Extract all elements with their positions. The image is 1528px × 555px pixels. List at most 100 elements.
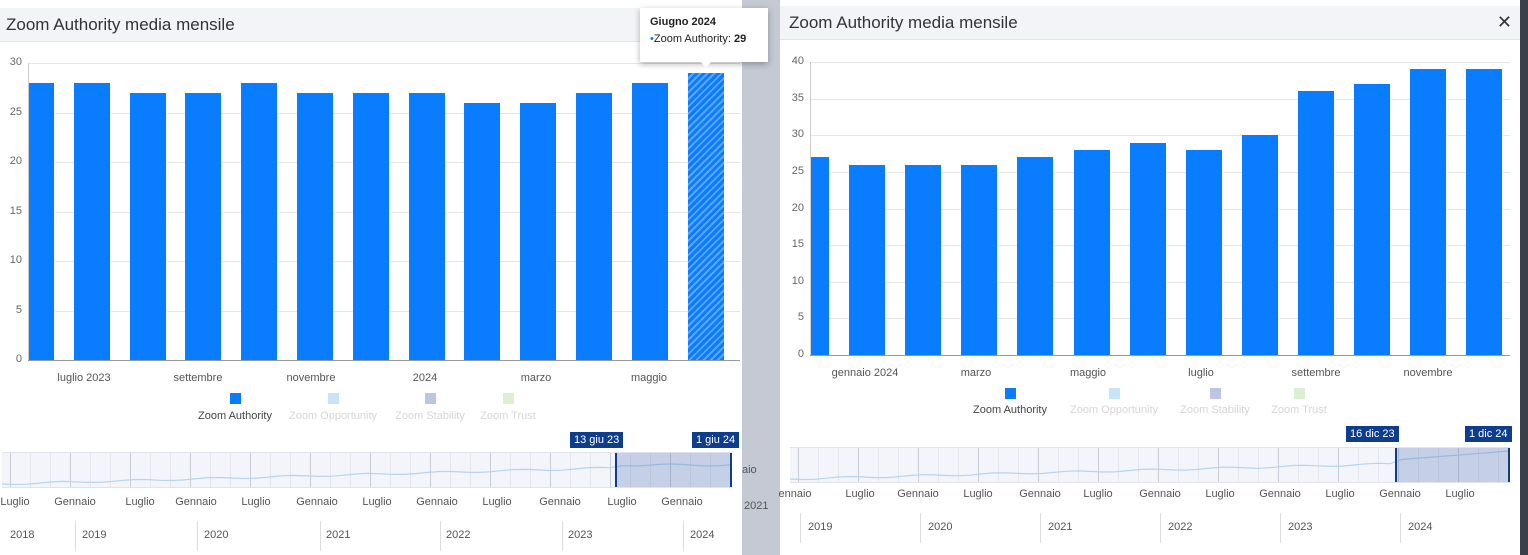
navigator-gridline <box>10 453 11 487</box>
navigator-gridline <box>490 453 491 487</box>
navigator-range-end-flag[interactable]: 1 dic 24 <box>1465 426 1512 442</box>
navigator-year-label[interactable]: 2019 <box>808 521 833 533</box>
navigator-month-label: Gennaio <box>416 496 458 508</box>
navigator[interactable] <box>2 452 732 488</box>
series-dot-icon: • <box>650 33 654 45</box>
navigator-year-label[interactable]: 2023 <box>568 529 593 541</box>
bar-novembre-2023[interactable] <box>297 92 333 360</box>
navigator-month-label: Luglio <box>482 496 512 508</box>
bar-febbraio-2024[interactable] <box>905 164 942 355</box>
bar-ottobre-2023[interactable] <box>241 82 278 360</box>
gridline <box>28 360 740 361</box>
year-separator <box>197 521 198 551</box>
navigator-year-label[interactable]: 2024 <box>1408 521 1433 533</box>
navigator-range-start-flag[interactable]: 13 giu 23 <box>570 432 624 448</box>
legend-item[interactable]: Zoom Opportunity <box>288 410 378 422</box>
close-icon[interactable]: ✕ <box>1496 12 1512 32</box>
navigator-selected-range[interactable] <box>615 453 732 487</box>
bar-luglio-2023[interactable] <box>73 82 110 360</box>
navigator-gridline <box>1338 448 1339 482</box>
bar-agosto-2023[interactable] <box>129 92 166 360</box>
x-tick-label: gennaio 2024 <box>831 367 899 379</box>
tooltip-title: Giugno 2024 <box>650 16 717 28</box>
navigator-range-end-flag[interactable]: 1 giu 24 <box>692 432 740 448</box>
legend-item[interactable]: Zoom Trust <box>480 410 536 422</box>
navigator-month-label: Luglio <box>607 496 637 508</box>
navigator-year-label[interactable]: 2018 <box>10 529 35 541</box>
navigator-gridline <box>1178 448 1179 482</box>
y-tick-label: 10 <box>791 274 804 287</box>
navigator-gridline <box>450 453 451 487</box>
bar-marzo-2024[interactable] <box>961 164 998 355</box>
bar-gennaio-2024[interactable] <box>849 164 886 355</box>
navigator-gridline <box>1218 448 1219 482</box>
bar-marzo-2024[interactable] <box>520 102 557 360</box>
legend-item[interactable]: Zoom Trust <box>1271 404 1327 416</box>
year-separator <box>562 521 563 551</box>
navigator-gridline <box>690 453 691 487</box>
navigator-year-label[interactable]: 2021 <box>326 529 351 541</box>
navigator-year-label[interactable]: 2020 <box>204 529 229 541</box>
navigator[interactable] <box>790 447 1510 483</box>
bar-settembre-2024[interactable] <box>1297 91 1334 355</box>
background-page <box>742 0 780 555</box>
legend-item[interactable]: Zoom Stability <box>1180 404 1250 416</box>
navigator-year-label[interactable]: 2022 <box>446 529 471 541</box>
bar-novembre-2024[interactable] <box>1410 69 1447 355</box>
y-tick-label: 40 <box>791 55 804 67</box>
navigator-gridline <box>650 453 651 487</box>
y-axis-line <box>28 63 29 360</box>
navigator-year-label[interactable]: 2024 <box>690 529 715 541</box>
bar-dicembre-2023[interactable] <box>811 157 829 355</box>
bar-agosto-2024[interactable] <box>1241 135 1278 355</box>
navigator-year-label[interactable]: 2022 <box>1168 521 1193 533</box>
bar-maggio-2024[interactable] <box>1073 149 1110 355</box>
navigator-gridline <box>270 453 271 487</box>
bar-aprile-2024[interactable] <box>1017 157 1054 355</box>
x-tick-label: maggio <box>630 372 668 384</box>
navigator-year-label[interactable]: 2021 <box>1048 521 1073 533</box>
legend-item[interactable]: Zoom Stability <box>395 410 465 422</box>
navigator-month-label: Gennaio <box>1379 488 1421 500</box>
navigator-gridline <box>330 453 331 487</box>
navigator-gridline <box>898 448 899 482</box>
navigator-gridline <box>1098 448 1099 482</box>
bar-giugno-2024[interactable] <box>1129 142 1166 355</box>
navigator-year-label[interactable]: 2023 <box>1288 521 1313 533</box>
navigator-gridline <box>390 453 391 487</box>
bar-giugno-2023[interactable] <box>29 82 54 360</box>
legend-item[interactable]: Zoom Opportunity <box>1069 404 1159 416</box>
bar-ottobre-2024[interactable] <box>1354 83 1390 355</box>
navigator-gridline <box>978 448 979 482</box>
bar-giugno-2024[interactable] <box>687 72 724 360</box>
bar-dicembre-2023[interactable] <box>352 92 389 360</box>
navigator-year-label[interactable]: 2020 <box>928 521 953 533</box>
navigator-gridline <box>310 453 311 487</box>
year-separator <box>1400 513 1401 543</box>
bar-febbraio-2024[interactable] <box>464 102 501 360</box>
navigator-year-label[interactable]: 2019 <box>82 529 107 541</box>
y-axis-line <box>810 62 811 355</box>
navigator-selected-range[interactable] <box>1395 448 1510 482</box>
navigator-gridline <box>30 453 31 487</box>
navigator-month-label: Gennaio <box>539 496 581 508</box>
navigator-month-label: Luglio <box>1083 488 1113 500</box>
navigator-month-label: Gennaio <box>661 496 703 508</box>
bar-dicembre-2024[interactable] <box>1466 69 1503 355</box>
navigator-month-label: Luglio <box>0 496 30 508</box>
bar-aprile-2024[interactable] <box>576 92 612 360</box>
navigator-gridline <box>70 453 71 487</box>
navigator-range-start-flag[interactable]: 16 dic 23 <box>1346 426 1399 442</box>
navigator-gridline <box>190 453 191 487</box>
legend-swatch-icon <box>1210 388 1221 399</box>
x-tick-label: novembre <box>1403 367 1453 379</box>
bar-maggio-2024[interactable] <box>631 82 668 360</box>
navigator-gridline <box>1258 448 1259 482</box>
year-separator <box>1040 513 1041 543</box>
bar-settembre-2023[interactable] <box>185 92 222 360</box>
bar-gennaio-2024[interactable] <box>408 92 445 360</box>
legend-item[interactable]: Zoom Authority <box>973 404 1047 416</box>
navigator-gridline <box>710 453 711 487</box>
legend-item[interactable]: Zoom Authority <box>198 410 272 422</box>
bar-luglio-2024[interactable] <box>1185 149 1222 355</box>
